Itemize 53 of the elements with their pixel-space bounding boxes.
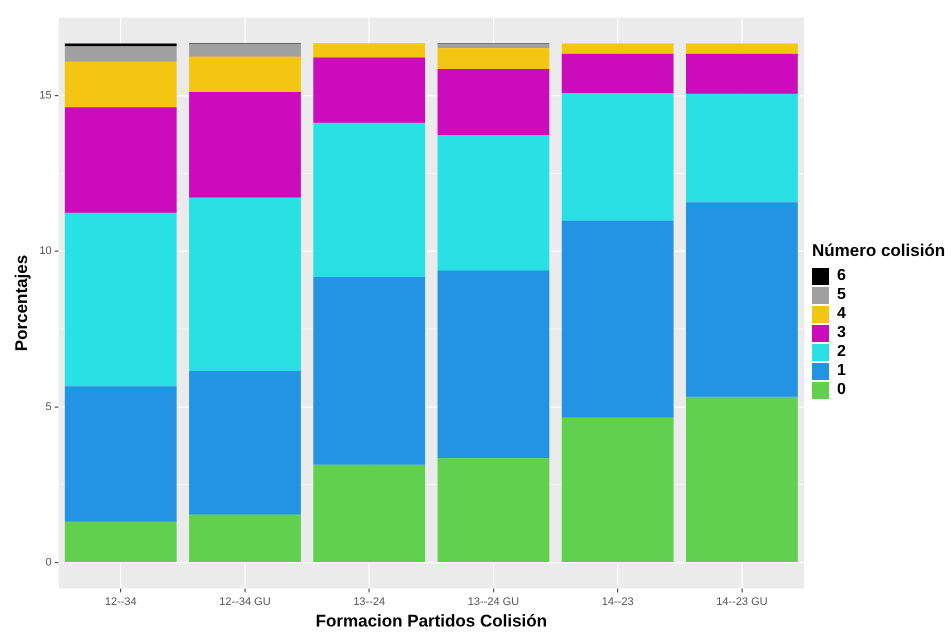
bar — [686, 396, 798, 562]
bar — [189, 198, 301, 372]
bar — [438, 270, 550, 458]
x-tick-label: 14--23 GU — [716, 596, 768, 608]
bar — [189, 371, 301, 515]
bar — [686, 54, 798, 94]
legend-label: 3 — [837, 324, 846, 342]
bar — [438, 44, 550, 48]
bar — [686, 94, 798, 202]
bar — [64, 62, 177, 108]
y-tick-label: 5 — [46, 400, 52, 413]
bar — [64, 46, 177, 62]
x-tick-label: 13--24 — [353, 596, 386, 608]
bar — [313, 57, 426, 123]
bar — [438, 48, 550, 69]
y-axis-title: Porcentajes — [12, 254, 31, 352]
bar — [64, 386, 177, 522]
bar — [438, 458, 550, 562]
legend-label: 5 — [837, 286, 846, 304]
bar — [562, 54, 674, 93]
bar — [562, 43, 674, 54]
bar — [64, 212, 177, 386]
y-tick-label: 0 — [46, 556, 52, 569]
legend-label: 6 — [837, 267, 846, 285]
bar — [64, 107, 177, 213]
bar — [686, 202, 798, 397]
x-tick-label: 13--24 GU — [468, 596, 520, 608]
bar — [189, 56, 301, 92]
x-tick-label: 14--23 — [602, 596, 634, 608]
bar — [313, 464, 426, 562]
bar — [64, 521, 177, 562]
y-tick-label: 15 — [39, 89, 52, 102]
legend-label: 0 — [837, 381, 846, 399]
bar — [313, 277, 426, 465]
legend-label: 4 — [837, 305, 846, 323]
bar — [562, 92, 674, 221]
bar — [189, 44, 301, 57]
bar — [686, 43, 798, 54]
bar — [189, 514, 301, 562]
legend-label: 2 — [837, 343, 846, 361]
bar — [438, 135, 550, 270]
legend-label: 1 — [837, 362, 846, 380]
bar — [189, 92, 301, 198]
bar — [562, 418, 674, 562]
x-tick-label: 12--34 — [104, 596, 137, 608]
x-tick-label: 12--34 GU — [219, 596, 271, 608]
x-axis-title: Formacion Partidos Colisión — [316, 611, 548, 630]
bar — [562, 220, 674, 418]
bar — [313, 122, 426, 277]
bar — [438, 68, 550, 136]
bar — [313, 44, 426, 58]
y-tick-label: 10 — [39, 245, 52, 258]
legend-title: Número colisión — [812, 240, 946, 260]
